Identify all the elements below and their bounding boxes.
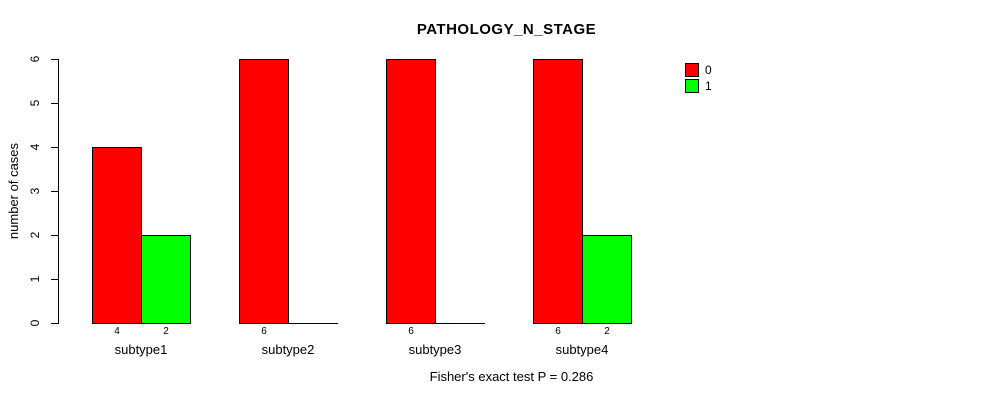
y-tick <box>51 279 58 280</box>
bar <box>386 59 436 324</box>
zero-height-bar <box>435 323 485 324</box>
y-tick <box>51 147 58 148</box>
bar <box>239 59 289 324</box>
y-tick-label: 3 <box>28 187 42 195</box>
y-tick-label: 6 <box>28 55 42 63</box>
legend-label: 0 <box>705 63 712 77</box>
x-category-label: subtype3 <box>408 342 462 357</box>
y-tick-label: 4 <box>28 143 42 151</box>
x-category-label: subtype4 <box>555 342 609 357</box>
bar <box>582 235 632 324</box>
y-tick-label: 5 <box>28 99 42 107</box>
bar-value-label: 2 <box>163 326 169 337</box>
legend-item: 0 <box>685 63 712 77</box>
y-tick-label: 1 <box>28 275 42 283</box>
zero-height-bar <box>288 323 338 324</box>
y-tick-label: 0 <box>28 319 42 327</box>
y-tick <box>51 103 58 104</box>
bar-value-label: 6 <box>261 326 267 337</box>
y-tick-label: 2 <box>28 231 42 239</box>
legend-swatch <box>685 63 699 77</box>
chart-title: PATHOLOGY_N_STAGE <box>416 21 597 38</box>
bar-value-label: 4 <box>114 326 120 337</box>
footnote: Fisher's exact test P = 0.286 <box>429 369 594 384</box>
y-tick <box>51 235 58 236</box>
bar-value-label: 2 <box>604 326 610 337</box>
y-axis-label: number of cases <box>6 142 21 240</box>
y-tick <box>51 59 58 60</box>
y-tick <box>51 191 58 192</box>
legend-swatch <box>685 79 699 93</box>
y-axis-line <box>58 59 59 324</box>
x-category-label: subtype1 <box>114 342 168 357</box>
x-category-label: subtype2 <box>261 342 315 357</box>
legend-item: 1 <box>685 79 712 93</box>
bar <box>141 235 191 324</box>
bar <box>533 59 583 324</box>
bar <box>92 147 142 324</box>
bar-value-label: 6 <box>555 326 561 337</box>
bar-value-label: 6 <box>408 326 414 337</box>
legend-label: 1 <box>705 79 712 93</box>
y-tick <box>51 323 58 324</box>
